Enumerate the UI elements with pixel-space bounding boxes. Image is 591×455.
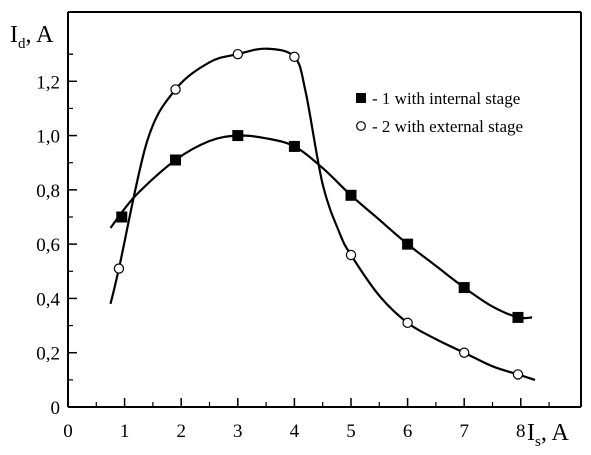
series-2-point (232, 48, 243, 60)
series-2-point (113, 263, 125, 274)
series-1-point (512, 311, 524, 323)
y-tick-label: 0 (51, 398, 61, 419)
y-tick-label: 0,6 (36, 235, 60, 256)
legend-label-1: - 1 with internal stage (372, 89, 520, 108)
legend-marker-2 (356, 121, 366, 131)
series-2-point (345, 249, 357, 261)
series-2-point (512, 369, 524, 380)
series-2-point (402, 317, 413, 329)
series-1-point (402, 238, 414, 250)
series-1-point (116, 211, 128, 223)
x-tick-label: 8 (516, 421, 526, 442)
x-tick-label: 6 (403, 421, 413, 442)
series-1-line (109, 134, 533, 320)
x-tick-label: 3 (233, 421, 243, 442)
legend-marker-1 (356, 93, 366, 103)
series-1-point (170, 154, 182, 166)
series-2-point (459, 347, 470, 358)
x-tick-label: 1 (120, 421, 130, 442)
legend-label-2: - 2 with external stage (372, 117, 523, 136)
y-tick-label: 0,2 (36, 344, 60, 365)
series-1-point (232, 130, 244, 142)
y-axis-label: Id, A (10, 22, 54, 52)
x-tick-label: 5 (346, 421, 356, 442)
series-1-point (288, 140, 300, 152)
y-tick-label: 0,4 (36, 289, 60, 310)
series-2-point (170, 84, 181, 95)
series-1-point (345, 189, 357, 201)
y-tick-label: 1,0 (36, 127, 60, 148)
series-2-point (289, 51, 300, 63)
x-tick-label: 2 (176, 421, 186, 442)
x-tick-label: 4 (290, 421, 300, 442)
x-axis-label: Is, A (527, 420, 570, 450)
y-tick-label: 1,2 (36, 72, 60, 93)
x-tick-label: 0 (63, 421, 73, 442)
y-tick-label: 0,8 (36, 181, 60, 202)
x-tick-label: 7 (459, 421, 469, 442)
series-1-point (458, 282, 470, 294)
